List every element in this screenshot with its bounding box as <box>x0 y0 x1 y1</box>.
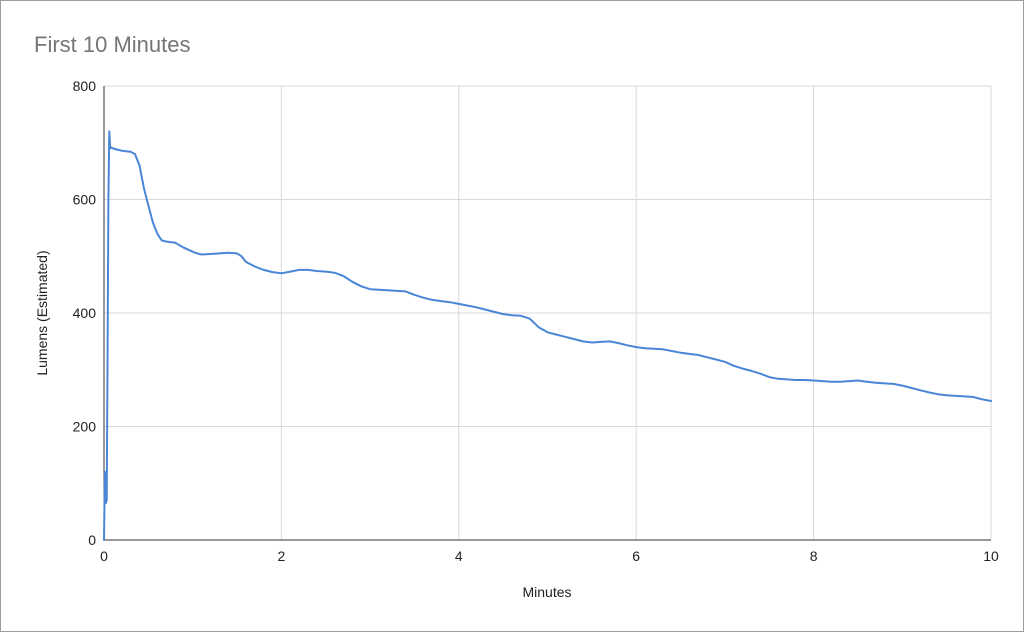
x-tick-label: 2 <box>278 548 286 564</box>
x-tick-label: 4 <box>455 548 463 564</box>
y-tick-label: 200 <box>73 419 97 435</box>
y-tick-label: 0 <box>88 532 96 548</box>
y-tick-label: 400 <box>73 305 97 321</box>
y-axis-label: Lumens (Estimated) <box>34 250 50 375</box>
tick-labels: 0 200 400 600 800 0 2 4 6 8 10 <box>73 78 999 564</box>
x-tick-label: 6 <box>632 548 640 564</box>
chart-title: First 10 Minutes <box>34 32 191 57</box>
x-tick-label: 10 <box>983 548 999 564</box>
y-tick-label: 800 <box>73 78 97 94</box>
gridlines <box>104 85 992 540</box>
x-tick-label: 8 <box>810 548 818 564</box>
series-line <box>103 130 992 541</box>
x-axis-label: Minutes <box>522 584 571 600</box>
x-tick-label: 0 <box>100 548 108 564</box>
axes <box>103 86 991 541</box>
series-group <box>103 130 992 541</box>
y-tick-label: 600 <box>73 192 97 208</box>
